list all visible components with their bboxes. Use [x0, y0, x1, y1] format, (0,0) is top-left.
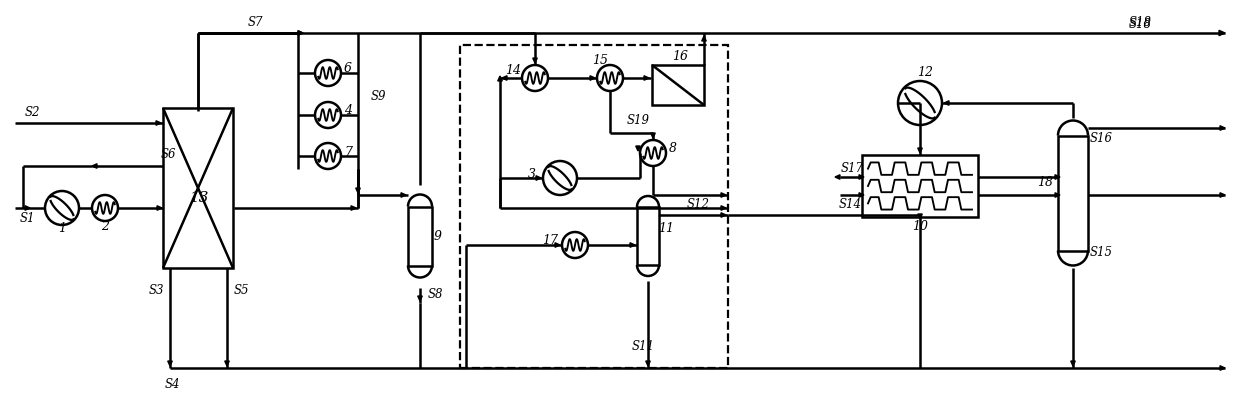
Polygon shape	[536, 176, 541, 180]
Polygon shape	[859, 193, 864, 197]
Text: 18: 18	[1037, 177, 1053, 189]
Polygon shape	[644, 76, 649, 80]
Bar	[164, 108, 233, 268]
Bar	[637, 207, 659, 265]
Polygon shape	[918, 148, 922, 153]
Text: S17: S17	[840, 162, 864, 175]
Polygon shape	[156, 121, 161, 125]
Bar	[652, 65, 704, 105]
Bar	[1058, 135, 1088, 251]
Text: 8: 8	[669, 142, 676, 155]
Polygon shape	[835, 175, 840, 179]
Text: S6: S6	[160, 149, 176, 162]
Polygon shape	[859, 175, 864, 179]
Text: S11: S11	[632, 339, 654, 353]
Text: 15: 15	[592, 53, 608, 67]
Polygon shape	[401, 193, 406, 197]
Polygon shape	[533, 58, 538, 63]
Text: S7: S7	[248, 16, 263, 29]
Text: 2: 2	[102, 220, 109, 233]
Polygon shape	[650, 133, 655, 138]
Polygon shape	[944, 101, 949, 105]
Polygon shape	[498, 76, 502, 81]
Text: S9: S9	[370, 91, 385, 104]
Text: S18: S18	[1129, 16, 1151, 29]
Polygon shape	[555, 243, 560, 247]
Text: 6: 6	[344, 62, 352, 75]
Text: 10: 10	[912, 220, 928, 233]
Text: 14: 14	[506, 64, 522, 77]
Text: 3: 3	[528, 168, 536, 180]
Text: 16: 16	[672, 51, 688, 64]
Polygon shape	[1054, 193, 1061, 197]
Polygon shape	[721, 193, 726, 197]
Text: S19: S19	[627, 115, 649, 127]
Text: 11: 11	[658, 222, 674, 235]
Text: S4: S4	[165, 377, 180, 390]
Polygon shape	[629, 243, 636, 247]
Polygon shape	[224, 361, 229, 366]
Polygon shape	[356, 188, 361, 193]
Polygon shape	[502, 76, 507, 80]
Text: S18: S18	[1129, 18, 1151, 31]
Bar	[862, 155, 978, 217]
Text: 9: 9	[434, 229, 442, 242]
Text: S14: S14	[839, 199, 861, 211]
Text: S12: S12	[686, 199, 710, 211]
Polygon shape	[721, 213, 726, 217]
Text: 13: 13	[191, 191, 209, 205]
Polygon shape	[167, 361, 172, 366]
Polygon shape	[701, 36, 706, 41]
Polygon shape	[157, 206, 162, 210]
Text: S3: S3	[149, 284, 164, 297]
Polygon shape	[636, 146, 641, 151]
Polygon shape	[1054, 175, 1061, 179]
Polygon shape	[590, 76, 595, 80]
Polygon shape	[92, 164, 97, 168]
Polygon shape	[1220, 366, 1225, 370]
Bar	[408, 206, 432, 266]
Text: 1: 1	[58, 222, 66, 235]
Bar	[460, 45, 729, 368]
Polygon shape	[25, 206, 30, 210]
Text: S1: S1	[20, 213, 35, 226]
Text: S16: S16	[1089, 131, 1113, 144]
Text: 4: 4	[344, 104, 352, 118]
Text: S5: S5	[233, 284, 249, 297]
Polygon shape	[299, 31, 304, 35]
Text: 17: 17	[541, 233, 558, 246]
Text: S2: S2	[25, 106, 40, 120]
Polygon shape	[1220, 126, 1225, 130]
Text: S8: S8	[427, 288, 442, 302]
Polygon shape	[299, 31, 304, 35]
Text: 7: 7	[344, 146, 352, 158]
Text: S15: S15	[1089, 246, 1113, 259]
Polygon shape	[1220, 193, 1225, 197]
Polygon shape	[351, 206, 356, 210]
Polygon shape	[1219, 30, 1225, 36]
Polygon shape	[721, 206, 726, 210]
Text: 12: 12	[917, 67, 933, 80]
Polygon shape	[646, 361, 650, 366]
Polygon shape	[918, 214, 922, 219]
Polygon shape	[418, 296, 422, 301]
Polygon shape	[1070, 361, 1075, 366]
